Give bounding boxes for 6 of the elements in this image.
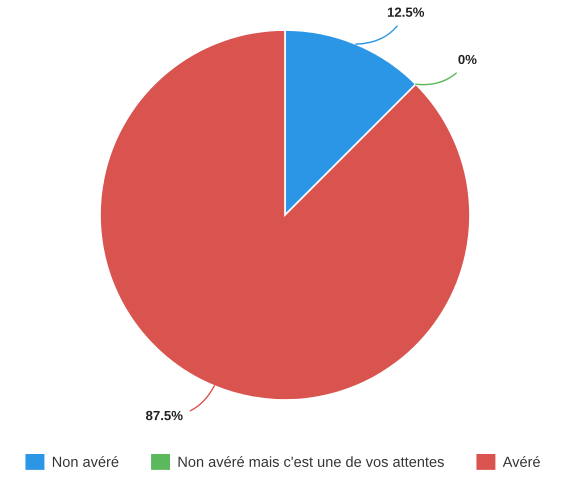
legend-label: Non avéré mais c'est une de vos attentes (178, 456, 444, 467)
data-label: 12.5% (388, 8, 424, 17)
legend-label: Non avéré (52, 456, 118, 467)
text: 0% (458, 54, 477, 64)
legend-label: Avéré (502, 456, 540, 467)
data-label: 87.5% (146, 410, 183, 420)
